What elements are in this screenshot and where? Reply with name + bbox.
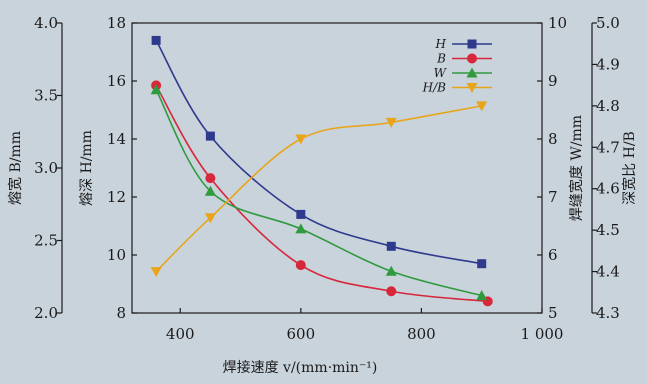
- y-tick-label: 4.4: [596, 263, 620, 281]
- y-tick-label: 4.0: [34, 14, 58, 32]
- series-h-b-point: [385, 117, 397, 128]
- series-b-point: [386, 286, 397, 297]
- y-tick-label: 3.5: [34, 87, 58, 105]
- y-tick-label: 16: [107, 72, 126, 90]
- series-h-point: [296, 209, 306, 219]
- y-tick-label: 18: [107, 14, 126, 32]
- plot-frame: [131, 22, 543, 314]
- series-w-point: [150, 84, 162, 95]
- y-tick-label: 4.6: [596, 180, 620, 198]
- y-tick-label: 4.9: [596, 55, 620, 73]
- axes-layer: 400 600 800 1 000 2.0 2.5 3.0 3.5 4.0 熔宽 B/mm 8 10 1…: [7, 14, 638, 343]
- series-w-point: [204, 185, 216, 196]
- y-tick-label: 4.5: [596, 221, 620, 239]
- y-tick-label: 5.0: [596, 14, 620, 32]
- y-axis-label: 焊缝宽度 W/mm: [568, 115, 585, 221]
- x-tick-label: 400: [166, 325, 195, 343]
- legend-marker: [467, 53, 477, 64]
- series-h-b-point: [476, 101, 488, 112]
- series-w-point: [385, 265, 397, 276]
- legend-marker: [466, 67, 478, 78]
- series-h-point: [477, 259, 487, 269]
- y-tick-label: 7: [548, 188, 558, 206]
- series-h-b-point: [150, 267, 162, 278]
- y-axis-label: 熔深 H/mm: [79, 130, 95, 206]
- legend-label: H/B: [422, 81, 447, 95]
- y-tick-label: 2.5: [34, 232, 58, 250]
- y-tick-label: 3.0: [34, 159, 58, 177]
- x-axis-label: 焊接速度 v/(mm·min⁻¹): [223, 359, 378, 376]
- legend-label: B: [436, 52, 446, 66]
- series-w-point: [476, 290, 488, 301]
- y-tick-label: 4.3: [596, 304, 620, 322]
- series-w-point: [295, 223, 307, 234]
- legend-marker: [466, 83, 478, 93]
- y-tick-label: 14: [107, 130, 126, 148]
- series-h-point: [151, 35, 161, 45]
- series-h-point: [386, 241, 396, 251]
- y-axis-label: 熔宽 B/mm: [7, 131, 24, 205]
- series-h-b-point: [204, 213, 216, 224]
- y-axis-label: 深宽比 H/B: [621, 131, 638, 205]
- y-tick-label: 4.7: [596, 138, 620, 156]
- y-tick-label: 8: [116, 304, 126, 322]
- y-tick-label: 4.8: [596, 97, 620, 115]
- x-tick-label: 1 000: [521, 325, 564, 343]
- y-tick-label: 8: [548, 130, 558, 148]
- legend-label: H: [435, 37, 447, 51]
- series-b-point: [205, 173, 216, 184]
- y-tick-label: 10: [107, 246, 126, 264]
- y-tick-label: 9: [548, 72, 558, 90]
- series-layer: [150, 35, 493, 307]
- y-tick-label: 5: [548, 304, 558, 322]
- y-tick-label: 6: [548, 246, 558, 264]
- legend-marker: [467, 39, 477, 49]
- series-h-point: [205, 131, 215, 141]
- legend-label: W: [434, 66, 448, 80]
- series-b-point: [295, 260, 306, 271]
- x-tick-label: 600: [287, 325, 316, 343]
- y-tick-label: 2.0: [34, 304, 58, 322]
- series-h-b-point: [295, 134, 307, 145]
- y-tick-label: 10: [548, 14, 567, 32]
- x-tick-label: 800: [407, 325, 436, 343]
- y-tick-label: 12: [107, 188, 126, 206]
